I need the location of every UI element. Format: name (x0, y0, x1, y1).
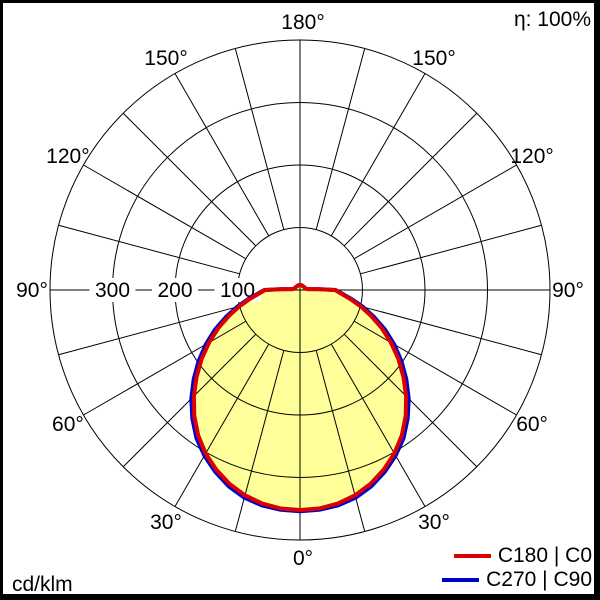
angle-label: 120° (510, 145, 553, 168)
legend-item-c180-c0: C180 | C0 (453, 544, 592, 568)
grid-spoke (122, 112, 257, 247)
grid-spoke (330, 73, 426, 237)
legend-line-red-icon (453, 554, 491, 558)
angle-label: 90° (16, 279, 48, 302)
angle-label: 120° (46, 145, 89, 168)
angle-label: 90° (552, 279, 584, 302)
ring-label: 100 (220, 279, 255, 302)
grid-spoke (234, 350, 285, 532)
grid-spoke (330, 343, 426, 507)
grid-spoke (353, 164, 517, 260)
angle-label: 180° (281, 11, 324, 34)
angle-label: 0° (293, 547, 313, 570)
angle-label: 150° (144, 47, 187, 70)
grid-spoke (343, 112, 478, 247)
grid-spoke (360, 305, 542, 356)
grid-spoke (58, 224, 240, 275)
intensity-curve-c0-c180 (191, 283, 409, 512)
grid-spoke (315, 350, 366, 532)
grid-spoke (174, 73, 270, 237)
legend-line-blue-icon (442, 578, 480, 582)
legend: C180 | C0 C270 | C90 (442, 544, 592, 592)
efficiency-label: η: 100% (513, 8, 591, 31)
angle-label: 30° (150, 511, 182, 534)
grid-spoke (353, 320, 517, 416)
ring-label: 300 (95, 279, 130, 302)
polar-chart: 300 200 100 0° 30° 30° 60° 60° 90° 90° 120° 120° 150… (16, 11, 584, 570)
grid-spoke (58, 305, 240, 356)
grid-spoke (360, 224, 542, 275)
grid-spoke (174, 343, 270, 507)
grid-spoke (83, 320, 247, 416)
angle-label: 60° (516, 413, 548, 436)
angle-label: 30° (418, 511, 450, 534)
grid-spoke (234, 48, 285, 230)
ring-label-mask (152, 278, 198, 302)
angle-label: 60° (52, 413, 84, 436)
unit-label: cd/klm (12, 573, 73, 596)
ring-label-mask (89, 278, 136, 302)
grid-spoke (315, 48, 366, 230)
legend-label-c270-c90: C270 | C90 (486, 568, 592, 591)
legend-item-c270-c90: C270 | C90 (442, 568, 592, 592)
grid-spoke (83, 164, 247, 260)
legend-label-c180-c0: C180 | C0 (497, 544, 592, 567)
angle-label: 150° (412, 47, 455, 70)
ring-label: 200 (157, 279, 192, 302)
